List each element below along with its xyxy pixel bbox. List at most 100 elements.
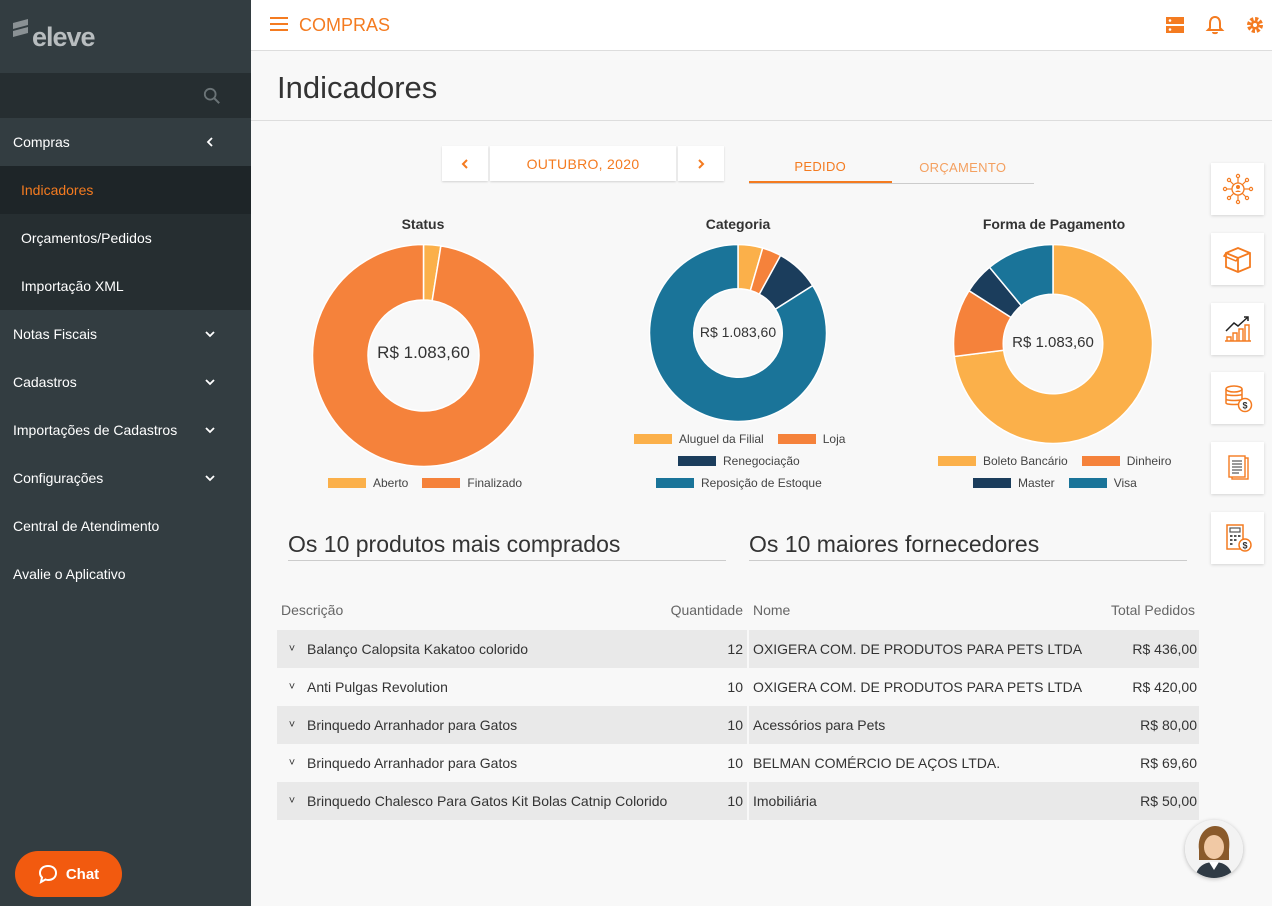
sidebar-item-configuracoes[interactable]: Configurações [0,454,251,502]
table-row[interactable]: ˅ Anti Pulgas Revolution 10 [277,668,747,706]
donut-chart-pagamento[interactable] [953,244,1153,444]
sidebar-item-label: Notas Fiscais [13,326,98,342]
page-title: Indicadores [277,70,438,105]
legend-swatch [328,478,366,488]
chat-bubble-icon [38,864,57,884]
table-row[interactable]: OXIGERA COM. DE PRODUTOS PARA PETS LTDA … [749,630,1199,668]
sidebar-item-label: Importações de Cadastros [13,422,178,438]
expand-caret-icon[interactable]: ˅ [288,795,296,807]
legend-item: Visa [1068,476,1137,490]
chart-title-status: Status [401,216,445,232]
sidebar-item-compras[interactable]: Compras [0,118,251,166]
sidebar-item-avalie-aplicativo[interactable]: Avalie o Aplicativo [0,550,251,598]
product-quantity: 12 [727,641,743,657]
pie-slice-reposi-o-de-estoque[interactable] [649,244,827,422]
table-row[interactable]: Acessórios para Pets R$ 80,00 [749,706,1199,744]
bell-icon[interactable] [1204,14,1226,36]
quick-action-documents[interactable] [1211,442,1264,494]
expand-caret-icon[interactable]: ˅ [288,681,296,693]
search-icon[interactable] [203,87,221,105]
next-period-button[interactable] [678,146,724,181]
sidebar-item-indicadores[interactable]: Indicadores [0,166,251,214]
legend-item: Renegociação [678,454,800,468]
pie-slice-finalizado[interactable] [312,244,535,467]
expand-caret-icon[interactable]: ˅ [288,643,296,655]
sidebar-item-orcamentos-pedidos[interactable]: Orçamentos/Pedidos [0,214,251,262]
sidebar-item-importacao-xml[interactable]: Importação XML [0,262,251,310]
legend-swatch [938,456,976,466]
legend-item: Aluguel da Filial [634,432,764,446]
legend-label: Aberto [373,476,409,490]
legend-categoria-row-1: Aluguel da Filial Loja [634,432,845,446]
chart-title-categoria: Categoria [705,216,771,232]
donut-center-label: R$ 1.083,60 [1012,334,1094,351]
column-header-total-pedidos[interactable]: Total Pedidos [1110,602,1195,618]
products-table: Descrição Quantidade ˅ Balanço Calopsita… [277,590,747,820]
svg-text:$: $ [1242,401,1247,411]
chevron-right-icon [698,158,705,169]
quick-action-network[interactable] [1211,163,1264,215]
table-row[interactable]: ˅ Brinquedo Arranhador para Gatos 10 [277,744,747,782]
table-header: Nome Total Pedidos [749,590,1199,630]
sidebar-item-importacoes-cadastros[interactable]: Importações de Cadastros [0,406,251,454]
pie-slice-boleto-banc-rio[interactable] [953,244,1153,444]
sidebar-item-label: Importação XML [21,278,124,294]
chevron-left-icon [206,137,213,147]
table-row[interactable]: Imobiliária R$ 50,00 [749,782,1199,820]
quick-action-calculator[interactable]: $ [1211,512,1264,564]
quick-action-finance[interactable]: $ [1211,372,1264,424]
sidebar: eleve Compras Indicadores Orçamentos/Ped… [0,0,251,906]
legend-pagamento-row-2: Master Visa [973,476,1137,490]
growth-chart-icon [1224,316,1251,342]
sidebar-item-label: Compras [13,134,70,150]
legend-item: Finalizado [422,476,522,490]
chevron-down-icon [205,331,215,338]
module-title: COMPRAS [299,15,391,35]
product-quantity: 10 [727,717,743,733]
legend-swatch [678,456,716,466]
menu-icon[interactable] [270,17,288,31]
period-label[interactable]: OUTUBRO, 2020 [490,146,676,181]
sidebar-item-notas-fiscais[interactable]: Notas Fiscais [0,310,251,358]
table-row[interactable]: OXIGERA COM. DE PRODUTOS PARA PETS LTDA … [749,668,1199,706]
tab-pedido[interactable]: PEDIDO [749,152,892,183]
legend-swatch [656,478,694,488]
chat-button[interactable]: Chat [15,851,122,897]
donut-chart-status[interactable] [312,244,535,467]
expand-caret-icon[interactable]: ˅ [288,757,296,769]
legend-item: Master [973,476,1055,490]
pie-slice-visa[interactable] [988,244,1054,307]
expand-caret-icon[interactable]: ˅ [288,719,296,731]
quick-action-indicators[interactable] [1211,303,1264,355]
logo[interactable]: eleve [10,14,96,60]
table-row[interactable]: ˅ Brinquedo Arranhador para Gatos 10 [277,706,747,744]
previous-period-button[interactable] [442,146,488,181]
product-description: Brinquedo Arranhador para Gatos [307,717,518,733]
column-header-quantidade[interactable]: Quantidade [670,602,743,618]
gear-icon[interactable] [1244,14,1266,36]
supplier-total: R$ 80,00 [1140,717,1197,733]
legend-swatch [1081,456,1120,466]
sidebar-item-central-atendimento[interactable]: Central de Atendimento [0,502,251,550]
documents-icon [1227,455,1249,480]
quick-action-products[interactable] [1211,233,1264,285]
table-header: Descrição Quantidade [277,590,747,630]
donut-center-label: R$ 1.083,60 [699,324,777,340]
table-row[interactable]: BELMAN COMÉRCIO DE AÇOS LTDA. R$ 69,60 [749,744,1199,782]
legend-pagamento-row-1: Boleto Bancário Dinheiro [938,454,1171,468]
table-row[interactable]: ˅ Brinquedo Chalesco Para Gatos Kit Bola… [277,782,747,820]
legend-categoria-row-3: Reposição de Estoque [656,476,822,490]
legend-label: Visa [1113,476,1137,490]
logo-text: eleve [32,21,96,52]
table-row[interactable]: ˅ Balanço Calopsita Kakatoo colorido 12 [277,630,747,668]
column-header-nome[interactable]: Nome [753,602,791,618]
sidebar-search[interactable] [0,73,251,118]
sidebar-item-label: Cadastros [13,374,77,390]
sidebar-item-cadastros[interactable]: Cadastros [0,358,251,406]
assistant-avatar[interactable] [1185,820,1243,878]
donut-chart-categoria[interactable] [649,244,827,422]
server-icon[interactable] [1164,14,1186,36]
donut-center-label: R$ 1.083,60 [377,343,470,362]
tab-orcamento[interactable]: ORÇAMENTO [919,160,1007,175]
column-header-descricao[interactable]: Descrição [281,602,344,618]
